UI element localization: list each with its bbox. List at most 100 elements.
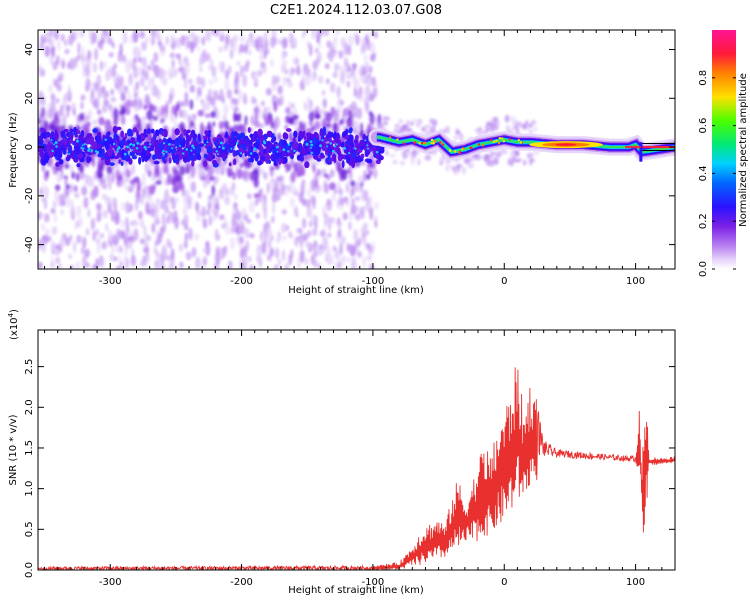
band-blob: [233, 131, 238, 137]
noise-blob: [139, 76, 145, 87]
noise-blob: [243, 44, 248, 55]
noise-blob: [227, 65, 232, 75]
noise-blob: [325, 78, 330, 85]
noise-blob: [153, 52, 159, 63]
noise-blob: [138, 210, 143, 221]
noise-blob: [71, 171, 76, 180]
noise-blob: [92, 230, 96, 242]
noise-blob: [198, 191, 202, 199]
noise-blob: [355, 34, 360, 46]
spectrogram-xtick-label: 0: [501, 276, 507, 287]
colorbar-gradient: [712, 30, 736, 269]
noise-blob: [220, 247, 225, 260]
noise-blob: [258, 123, 265, 129]
band-blob: [295, 141, 299, 148]
band-blob: [70, 151, 75, 160]
band-speck: [117, 146, 121, 149]
band-speck: [192, 147, 196, 150]
band-blob: [146, 150, 150, 156]
band-blob: [63, 137, 68, 146]
noise-blob: [69, 183, 74, 193]
noise-blob: [328, 56, 334, 63]
ridge-core-red: [555, 143, 577, 146]
colorbar-tick-label: 0.6: [698, 118, 709, 134]
noise-blob: [324, 215, 331, 224]
snr-xtick-label: -100: [362, 577, 385, 588]
band-blob: [248, 150, 252, 156]
ridge-hot-dot: [432, 142, 435, 145]
noise-blob: [308, 111, 315, 122]
noise-blob: [91, 156, 96, 168]
noise-blob: [125, 200, 130, 213]
noise-blob: [74, 56, 79, 64]
noise-blob: [369, 113, 376, 125]
spectrogram-xtick-label: 100: [626, 276, 645, 287]
noise-blob: [333, 260, 338, 269]
noise-blob: [168, 93, 173, 104]
band-blob: [303, 135, 307, 141]
band-blob: [306, 134, 311, 142]
noise-blob: [212, 193, 217, 207]
noise-blob: [281, 37, 288, 49]
noise-blob: [102, 193, 108, 201]
noise-blob: [182, 74, 187, 81]
band-blob: [228, 162, 232, 167]
noise-blob: [90, 217, 96, 231]
noise-blob: [204, 30, 209, 41]
noise-blob: [175, 174, 183, 183]
noise-blob: [353, 79, 360, 89]
noise-blob: [356, 107, 363, 113]
band-speck: [204, 143, 206, 146]
noise-blob: [231, 213, 237, 226]
noise-blob: [333, 36, 338, 42]
noise-blob: [102, 61, 107, 69]
noise-blob: [269, 247, 275, 257]
band-blob: [50, 131, 55, 138]
noise-blob: [113, 213, 119, 225]
noise-blob: [144, 162, 149, 174]
noise-blob: [517, 157, 522, 163]
ridge-hot-dot: [630, 145, 633, 149]
band-blob: [240, 138, 246, 146]
noise-blob: [120, 171, 125, 179]
noise-blob: [95, 229, 100, 236]
noise-blob: [52, 200, 57, 208]
noise-blob: [399, 161, 405, 166]
noise-blob: [201, 36, 206, 46]
noise-blob: [105, 90, 109, 99]
noise-blob: [143, 70, 149, 81]
noise-blob: [141, 173, 147, 182]
ridge-hot-dot: [501, 137, 504, 140]
noise-blob: [106, 165, 113, 175]
band-blob: [233, 137, 238, 144]
noise-blob: [302, 123, 306, 133]
noise-blob: [226, 89, 233, 99]
noise-blob: [171, 176, 176, 187]
snr-marks: [38, 367, 675, 570]
noise-blob: [481, 130, 489, 135]
noise-blob: [222, 114, 227, 123]
snr-ytick-label: 0.0: [24, 562, 35, 578]
noise-blob: [303, 63, 309, 72]
noise-blob: [40, 106, 45, 118]
noise-blob: [233, 106, 239, 113]
noise-blob: [96, 210, 102, 223]
noise-blob: [297, 161, 301, 172]
noise-blob: [281, 222, 287, 233]
noise-blob: [123, 264, 130, 269]
noise-blob: [273, 100, 278, 113]
band-blob: [269, 142, 273, 148]
band-blob: [254, 132, 258, 141]
snr-xtick-label: -200: [230, 577, 253, 588]
noise-blob: [277, 258, 282, 268]
band-blob: [257, 128, 263, 137]
band-blob: [312, 137, 318, 144]
noise-blob: [60, 208, 64, 216]
noise-blob: [363, 169, 367, 183]
band-speck: [116, 148, 119, 151]
noise-blob: [104, 119, 112, 132]
band-blob: [109, 162, 115, 166]
noise-blob: [354, 119, 359, 131]
noise-blob: [76, 206, 80, 217]
